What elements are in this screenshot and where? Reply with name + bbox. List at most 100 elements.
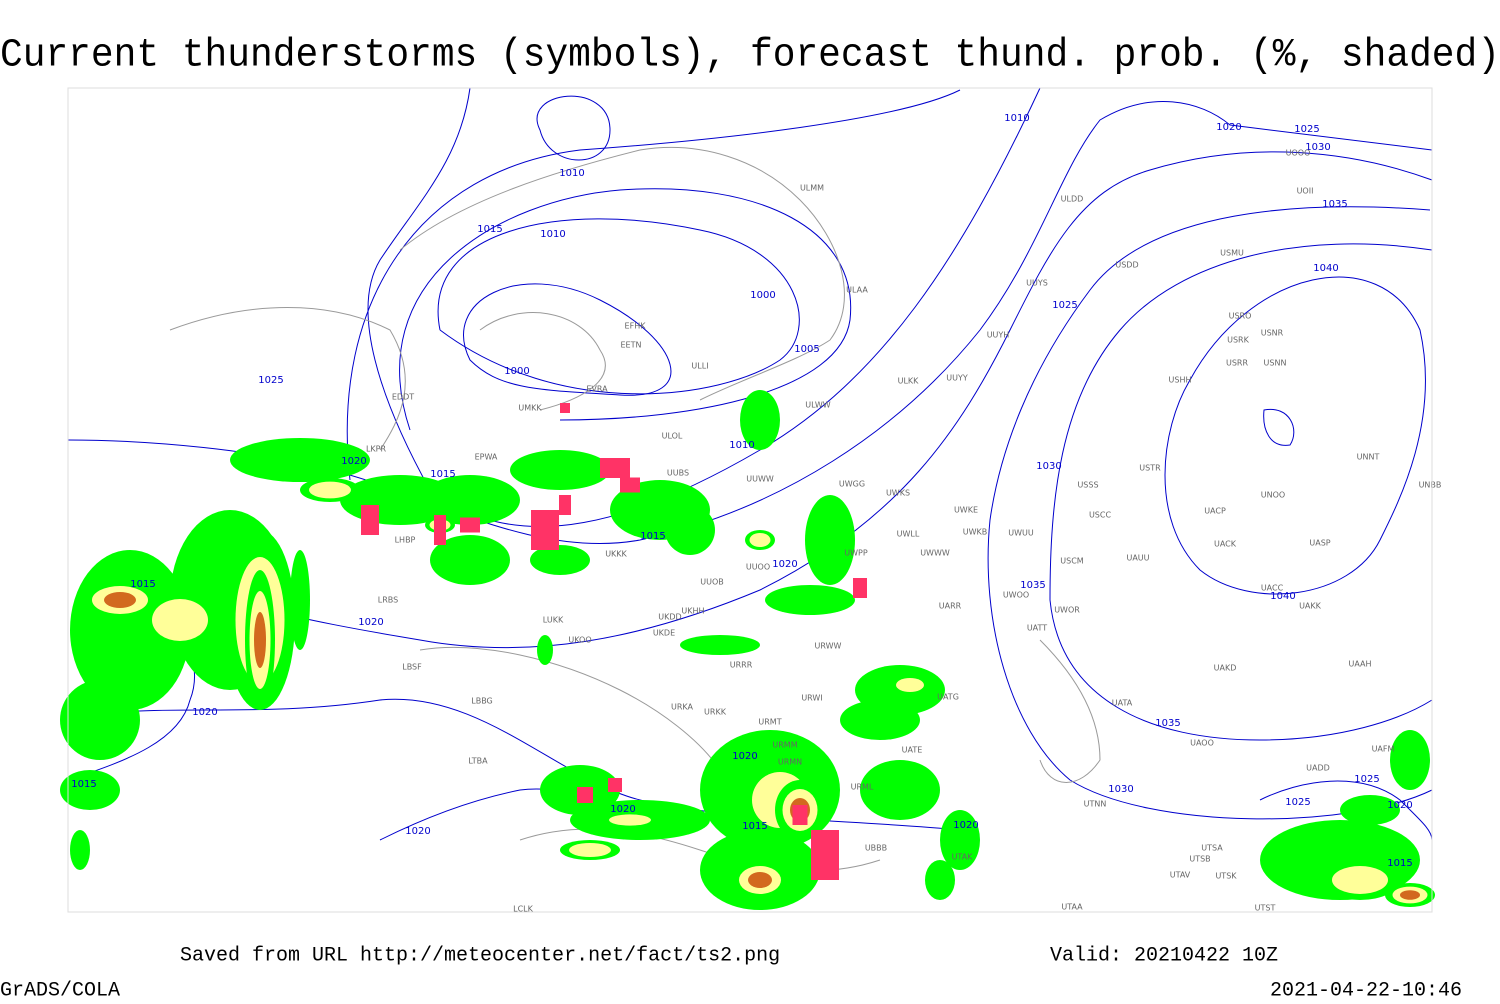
isobar-label: 1000: [750, 290, 775, 301]
storm-symbol: [560, 403, 570, 413]
isobar-label: 1040: [1270, 591, 1295, 602]
station-label: USCM: [1060, 557, 1084, 566]
isobar: [536, 95, 611, 161]
station-label: UATE: [902, 746, 923, 755]
station-label: UAUU: [1126, 554, 1149, 563]
station-label: UADD: [1306, 764, 1330, 773]
shaded-area: [60, 770, 120, 810]
storm-symbol: [792, 805, 808, 825]
storm-symbol: [531, 510, 559, 550]
station-label: UOII: [1297, 187, 1314, 196]
station-label: LBBG: [471, 697, 493, 706]
station-label: UTST: [1255, 904, 1276, 913]
station-label: USNR: [1261, 329, 1284, 338]
isobar: [1259, 780, 1433, 841]
isobar-label: 1020: [953, 820, 978, 831]
shaded-area: [510, 450, 610, 490]
shaded-area: [420, 475, 520, 525]
shaded-area: [840, 700, 920, 740]
shaded-area: [749, 533, 771, 547]
shaded-area: [152, 599, 208, 641]
station-label: USCC: [1089, 511, 1112, 520]
station-label: ULOL: [662, 432, 683, 441]
isobar-label: 1005: [794, 344, 819, 355]
station-label: UKKK: [605, 550, 627, 559]
station-label: UTAV: [1170, 871, 1191, 880]
shaded-area: [430, 535, 510, 585]
isobar: [346, 89, 961, 481]
shaded-area: [1390, 730, 1430, 790]
coastline: [479, 312, 606, 411]
isobar-label: 1020: [358, 617, 383, 628]
station-label: UUBS: [667, 469, 689, 478]
map-title: Current thunderstorms (symbols), forecas…: [0, 34, 1500, 79]
station-label: UWKB: [963, 528, 988, 537]
station-label: UWPP: [844, 549, 868, 558]
shaded-area: [860, 760, 940, 820]
station-label: UUYH: [987, 331, 1010, 340]
station-label: ULLI: [691, 362, 708, 371]
storm-symbol: [620, 477, 640, 493]
isobar-label: 1020: [772, 559, 797, 570]
coastline: [169, 307, 406, 451]
isobar-label: 1020: [732, 751, 757, 762]
station-label: EDDT: [392, 393, 414, 402]
isobar-label: 1025: [258, 375, 283, 386]
shaded-area: [740, 390, 780, 450]
shaded-area: [230, 438, 370, 482]
station-label: EVRA: [586, 385, 608, 394]
station-label: UBBB: [865, 844, 887, 853]
station-label: UTAA: [1061, 903, 1083, 912]
shaded-area: [569, 843, 611, 857]
storm-symbol: [460, 517, 480, 533]
station-label: USDD: [1115, 261, 1138, 270]
station-label: UWOR: [1054, 606, 1080, 615]
station-label: UUYY: [946, 374, 968, 383]
station-label: UNBB: [1419, 481, 1442, 490]
station-label: UACP: [1204, 507, 1226, 516]
isobar: [367, 87, 1041, 528]
station-label: USNN: [1264, 359, 1287, 368]
isobar-label: 1040: [1313, 263, 1338, 274]
station-label: UARR: [939, 602, 962, 611]
isobar-label: 1010: [729, 440, 754, 451]
probability-shading: [60, 390, 1435, 910]
shaded-area: [925, 860, 955, 900]
storm-symbol: [853, 578, 867, 598]
station-label: LBSF: [402, 663, 422, 672]
station-label: UAKK: [1299, 602, 1322, 611]
isobar-label: 1030: [1108, 784, 1133, 795]
station-label: UKDE: [653, 629, 675, 638]
station-label: UUOO: [746, 563, 770, 572]
coastline: [399, 147, 845, 401]
station-label: UAFM: [1372, 745, 1395, 754]
station-label: UWGG: [839, 480, 865, 489]
station-label: UTSB: [1189, 855, 1210, 864]
shaded-area: [530, 545, 590, 575]
station-label: UWLL: [897, 530, 920, 539]
isobar-label: 1025: [1052, 300, 1077, 311]
isobar: [987, 206, 1433, 820]
station-label: UKHH: [681, 607, 704, 616]
isobar-label: 1025: [1354, 774, 1379, 785]
isobar-label: 1020: [405, 826, 430, 837]
map-labels: 1010 1015 1010 1000 1005 1000 1025 1010 1020 1025…: [71, 113, 1441, 914]
isobar-label: 1030: [1036, 461, 1061, 472]
isobar-label: 1020: [1216, 122, 1241, 133]
shaded-area: [680, 635, 760, 655]
shaded-area: [290, 550, 310, 650]
station-label: URMM: [772, 741, 797, 750]
storm-symbol: [577, 787, 593, 803]
isobar-label: 1020: [192, 707, 217, 718]
shaded-area: [1400, 890, 1420, 900]
station-label: ULWW: [805, 401, 830, 410]
station-label: UWKS: [886, 489, 910, 498]
isobar-label: 1015: [640, 531, 665, 542]
station-label: LUKK: [543, 616, 564, 625]
coastline: [1039, 639, 1101, 783]
shaded-area: [609, 814, 651, 826]
isobar-label: 1035: [1155, 718, 1180, 729]
shaded-area: [896, 678, 924, 692]
station-label: URKK: [704, 708, 727, 717]
